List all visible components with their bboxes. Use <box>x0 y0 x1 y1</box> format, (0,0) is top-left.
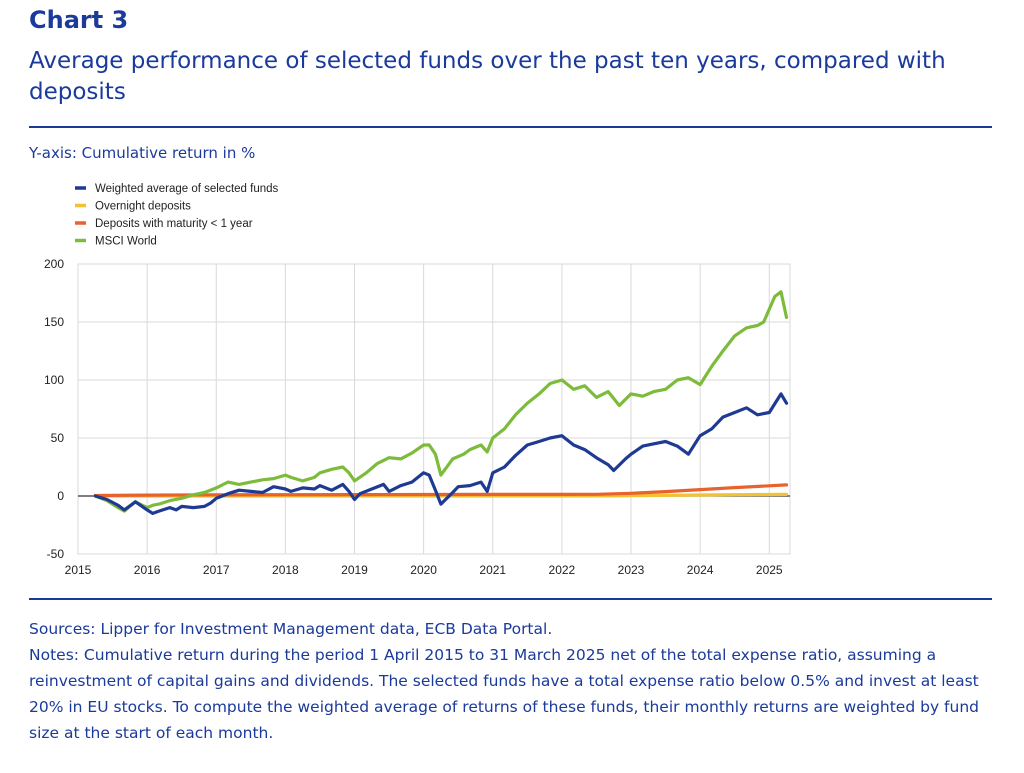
y-tick-label: 100 <box>44 373 64 387</box>
plot-frame <box>77 263 791 555</box>
legend: Weighted average of selected funds Overni… <box>75 183 279 248</box>
y-tick-label: 200 <box>44 257 64 271</box>
x-tick-labels: 2015 2016 2017 2018 2019 2020 2021 2022 2023 2024… <box>65 563 783 577</box>
x-tick-label: 2017 <box>203 563 230 577</box>
notes-text: Notes: Cumulative return during the peri… <box>29 646 979 742</box>
chart-label: Chart 3 <box>29 6 129 34</box>
x-tick-label: 2019 <box>341 563 368 577</box>
y-axis-caption: Y-axis: Cumulative return in % <box>29 144 256 162</box>
bottom-divider <box>29 598 992 600</box>
legend-label: Overnight deposits <box>95 201 191 213</box>
chart-title: Average performance of selected funds ov… <box>29 48 946 105</box>
y-tick-labels: -50 0 50 100 150 200 <box>44 257 64 561</box>
legend-label: Weighted average of selected funds <box>95 183 279 195</box>
chart-grid <box>77 263 790 555</box>
y-tick-label: 0 <box>57 489 64 503</box>
plot-border <box>77 263 791 555</box>
legend-label: MSCI World <box>95 236 157 248</box>
x-tick-label: 2021 <box>479 563 506 577</box>
x-tick-label: 2015 <box>65 563 92 577</box>
legend-label: Deposits with maturity < 1 year <box>95 218 253 230</box>
x-tick-label: 2020 <box>410 563 437 577</box>
y-tick-label: -50 <box>47 547 65 561</box>
x-tick-label: 2023 <box>618 563 645 577</box>
x-tick-label: 2022 <box>549 563 576 577</box>
series-line-msci-world <box>93 290 789 513</box>
y-tick-label: 50 <box>51 431 65 445</box>
y-tick-label: 150 <box>44 315 64 329</box>
top-divider <box>29 126 992 128</box>
series-line-weighted-average-of-selected-funds <box>93 392 789 516</box>
x-tick-label: 2016 <box>134 563 161 577</box>
x-tick-label: 2024 <box>687 563 714 577</box>
x-tick-label: 2025 <box>756 563 783 577</box>
footer: Sources: Lipper for Investment Managemen… <box>29 616 999 746</box>
series-line-deposits-with-maturity-1-year <box>93 483 789 498</box>
sources-note: Sources: Lipper for Investment Managemen… <box>29 620 553 638</box>
series-lines <box>93 290 789 516</box>
x-tick-label: 2018 <box>272 563 299 577</box>
